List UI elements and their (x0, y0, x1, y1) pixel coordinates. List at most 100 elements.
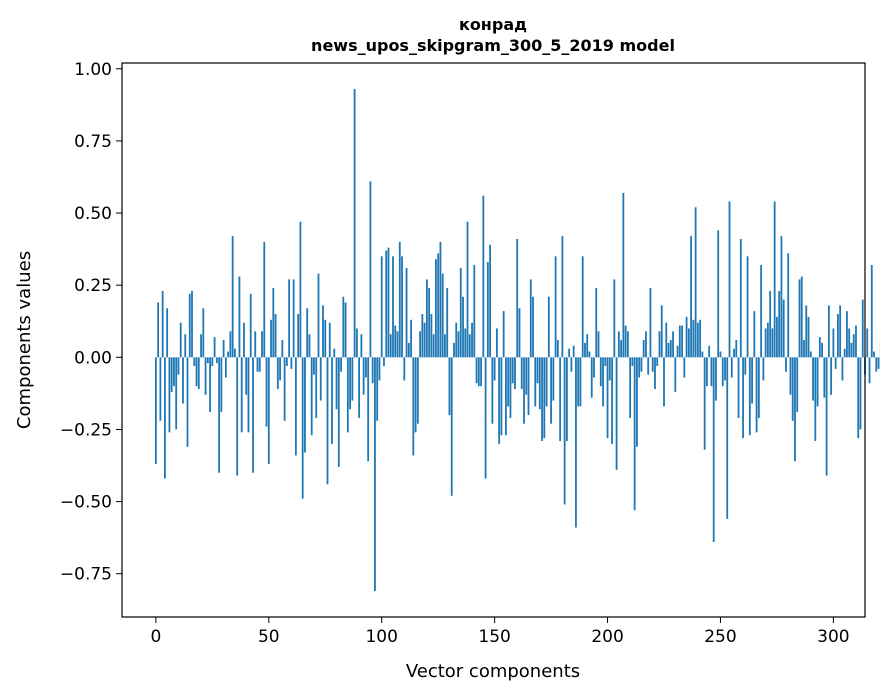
bar (841, 357, 844, 381)
bar (398, 241, 401, 358)
bar (561, 236, 564, 358)
bar (326, 357, 329, 485)
bar (814, 357, 817, 441)
bar (602, 357, 604, 407)
bar (642, 340, 645, 358)
x-axis-label: Vector components (406, 661, 580, 682)
bar (665, 322, 668, 358)
y-tick-label: −0.75 (60, 565, 112, 585)
bar (430, 314, 433, 358)
bar (595, 288, 598, 358)
bar (794, 357, 796, 462)
bar (873, 351, 875, 358)
bar (678, 325, 681, 358)
bar (692, 319, 695, 358)
bar (206, 357, 209, 364)
bar (197, 357, 200, 390)
bar (482, 195, 485, 358)
bar (875, 357, 878, 372)
bar (771, 328, 774, 358)
bar (371, 357, 374, 384)
bar (188, 293, 191, 358)
bar (441, 273, 444, 358)
y-tick-label: 0.25 (74, 276, 112, 296)
bar (870, 264, 873, 358)
bar (276, 357, 279, 390)
bar (866, 328, 869, 358)
bar (796, 357, 799, 413)
bar (380, 256, 383, 358)
bar (333, 348, 336, 358)
bar (480, 357, 482, 387)
bar (360, 334, 363, 358)
bar (274, 314, 277, 358)
bar (168, 357, 171, 433)
bar (319, 357, 322, 401)
bar (256, 357, 259, 372)
bar (846, 311, 848, 358)
bar (588, 351, 591, 358)
bar (288, 279, 291, 358)
bar (477, 357, 480, 387)
bar (502, 311, 505, 358)
bar (179, 322, 182, 358)
bar (805, 305, 808, 358)
bar (328, 322, 331, 358)
bar (719, 351, 722, 358)
plot-frame (121, 62, 866, 618)
bar (364, 357, 367, 378)
bar (337, 357, 340, 467)
y-axis-ticks: 1.00 0.75 0.50 0.25 0.00 −0.25 −0.50 −0.75 (60, 60, 122, 585)
bar (552, 357, 555, 401)
bar (473, 264, 476, 358)
bar (425, 279, 428, 358)
bar (857, 357, 860, 439)
bar (432, 334, 435, 358)
bar (340, 357, 342, 372)
bar (444, 334, 446, 358)
bar (545, 357, 548, 407)
bar (419, 331, 422, 358)
bar (640, 357, 643, 372)
bar (204, 357, 207, 395)
bar (703, 357, 706, 450)
bar (407, 342, 410, 358)
bar (760, 264, 763, 358)
bar (823, 357, 826, 398)
y-tick-label: −0.50 (60, 493, 112, 513)
bar (726, 357, 729, 519)
bar (649, 288, 652, 358)
bar (281, 340, 284, 358)
bar (818, 337, 821, 358)
bar (785, 357, 787, 372)
bar (211, 357, 214, 366)
y-tick-label: −0.25 (60, 420, 112, 440)
x-tick-label: 150 (478, 627, 510, 647)
bar (238, 276, 241, 358)
x-tick-label: 100 (365, 627, 397, 647)
bar (538, 357, 541, 410)
bar (351, 357, 354, 401)
bar (852, 334, 855, 358)
bar (410, 319, 412, 358)
bar (342, 296, 345, 358)
bar (159, 357, 162, 421)
bar (518, 308, 521, 358)
x-tick-label: 300 (817, 627, 849, 647)
bar (435, 259, 437, 358)
bar (590, 357, 593, 398)
bar (667, 342, 670, 358)
bar (290, 357, 293, 369)
bar (753, 311, 756, 358)
bar (322, 305, 324, 358)
bar (855, 325, 857, 358)
bar (283, 357, 286, 421)
bar (362, 357, 365, 395)
bar (222, 340, 225, 358)
bar (459, 267, 462, 358)
bar (439, 241, 442, 358)
bar (708, 345, 711, 358)
bar (674, 357, 677, 392)
bar (791, 357, 794, 421)
bar (486, 262, 489, 358)
